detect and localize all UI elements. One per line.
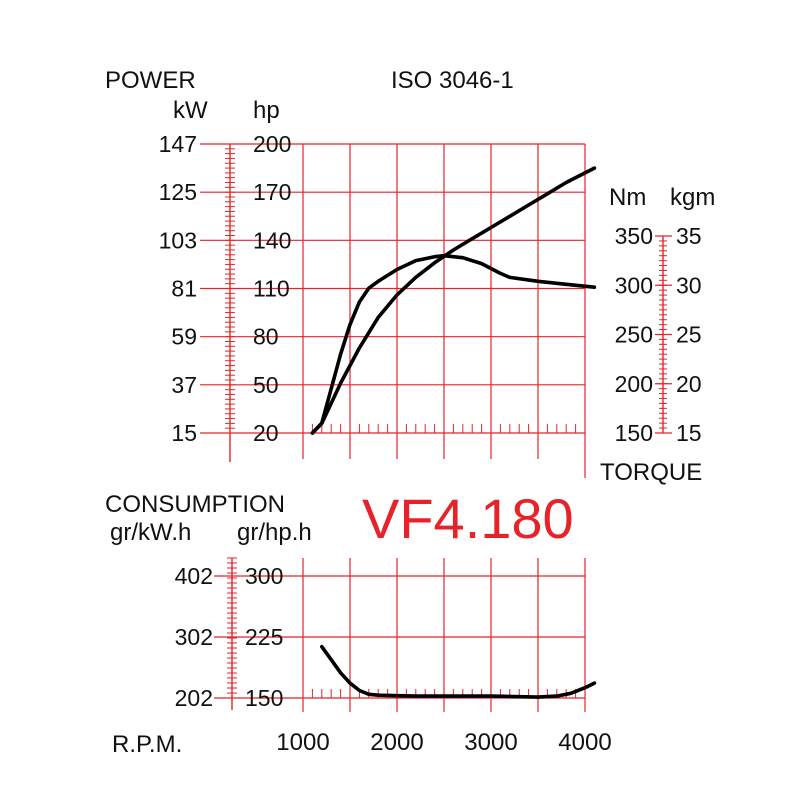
rpm-tick-label: 4000	[558, 729, 611, 756]
ghph-tick-label: 150	[245, 685, 283, 711]
power-curve	[310, 166, 597, 435]
rpm-axis-label: R.P.M.	[112, 731, 182, 758]
nm-tick-label: 200	[615, 371, 653, 397]
nm-tick-label: 250	[615, 322, 653, 348]
hp-tick-label: 110	[253, 276, 290, 302]
rpm-tick-label: 2000	[370, 729, 423, 756]
hp-tick-label: 170	[253, 179, 291, 205]
gkwh-tick-label: 302	[175, 624, 213, 650]
power-kw-unit: kW	[173, 97, 208, 124]
grid-layer	[200, 143, 586, 712]
kw-tick-label: 15	[171, 420, 197, 446]
hp-tick-label: 80	[253, 324, 279, 350]
power-axis-title: POWER	[105, 67, 196, 94]
torque-curve	[310, 253, 597, 435]
ghph-tick-label: 300	[245, 563, 283, 589]
nm-tick-label: 300	[615, 272, 653, 298]
hp-tick-label: 140	[253, 227, 291, 253]
model-label: VF4.180	[362, 487, 574, 550]
nm-tick-label: 150	[615, 420, 653, 446]
hp-tick-label: 50	[253, 372, 279, 398]
gkwh-tick-label: 202	[175, 685, 213, 711]
nm-tick-label: 350	[615, 223, 653, 249]
rpm-tick-label: 1000	[276, 729, 329, 756]
kw-tick-label: 59	[171, 324, 197, 350]
kgm-tick-label: 25	[676, 322, 702, 348]
kw-tick-label: 125	[159, 179, 197, 205]
consumption-ghph-unit: gr/hp.h	[237, 519, 312, 546]
kw-tick-label: 81	[171, 276, 197, 302]
torque-axis-title: TORQUE	[600, 459, 702, 486]
rpm-tick-label: 3000	[464, 729, 517, 756]
kgm-tick-label: 35	[676, 223, 702, 249]
power-hp-unit: hp	[253, 97, 280, 124]
ghph-tick-label: 225	[245, 624, 283, 650]
curve-layer	[310, 166, 597, 699]
hp-tick-label: 200	[253, 131, 291, 157]
kgm-tick-label: 15	[676, 420, 702, 446]
kgm-tick-label: 30	[676, 272, 702, 298]
axis-layer: 147 125 103 81 59 37 15 200 170 140 110 80 50 20 350 35…	[159, 131, 702, 756]
consumption-gkwh-unit: gr/kW.h	[110, 519, 191, 546]
torque-nm-unit: Nm	[609, 184, 646, 211]
standard-label: ISO 3046-1	[391, 67, 514, 94]
consumption-curve	[320, 644, 597, 699]
consumption-axis-title: CONSUMPTION	[105, 491, 285, 518]
kgm-tick-label: 20	[676, 371, 702, 397]
kw-tick-label: 37	[171, 372, 197, 398]
hp-tick-label: 20	[253, 420, 279, 446]
kw-tick-label: 103	[159, 227, 197, 253]
torque-kgm-unit: kgm	[670, 184, 715, 211]
kw-tick-label: 147	[159, 131, 197, 157]
gkwh-tick-label: 402	[175, 563, 213, 589]
